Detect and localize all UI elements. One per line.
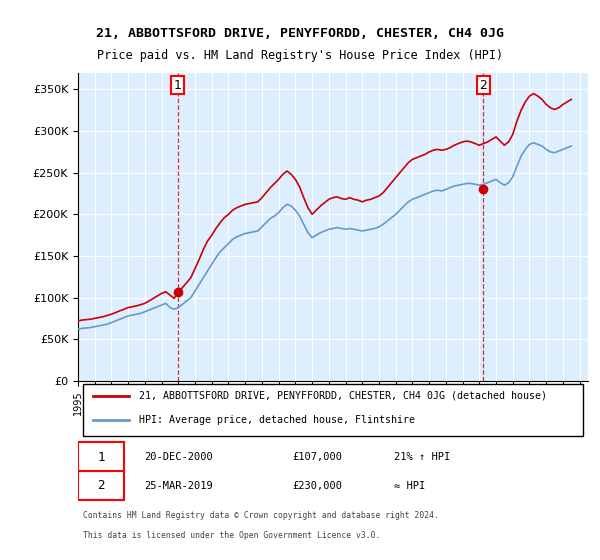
Text: 21, ABBOTTSFORD DRIVE, PENYFFORDD, CHESTER, CH4 0JG: 21, ABBOTTSFORD DRIVE, PENYFFORDD, CHEST… — [96, 27, 504, 40]
Text: 20-DEC-2000: 20-DEC-2000 — [145, 452, 213, 462]
Text: 2: 2 — [479, 79, 487, 92]
Text: 2: 2 — [97, 479, 105, 492]
FancyBboxPatch shape — [78, 471, 124, 500]
Text: HPI: Average price, detached house, Flintshire: HPI: Average price, detached house, Flin… — [139, 415, 415, 425]
Text: 25-MAR-2019: 25-MAR-2019 — [145, 480, 213, 491]
Text: ≈ HPI: ≈ HPI — [394, 480, 425, 491]
Text: 1: 1 — [174, 79, 182, 92]
Text: Price paid vs. HM Land Registry's House Price Index (HPI): Price paid vs. HM Land Registry's House … — [97, 49, 503, 63]
Text: This data is licensed under the Open Government Licence v3.0.: This data is licensed under the Open Gov… — [83, 531, 380, 540]
Text: Contains HM Land Registry data © Crown copyright and database right 2024.: Contains HM Land Registry data © Crown c… — [83, 511, 439, 520]
Text: £107,000: £107,000 — [292, 452, 342, 462]
Text: 1: 1 — [97, 451, 105, 464]
Text: 21, ABBOTTSFORD DRIVE, PENYFFORDD, CHESTER, CH4 0JG (detached house): 21, ABBOTTSFORD DRIVE, PENYFFORDD, CHEST… — [139, 390, 547, 400]
FancyBboxPatch shape — [83, 385, 583, 436]
Text: 21% ↑ HPI: 21% ↑ HPI — [394, 452, 451, 462]
Text: £230,000: £230,000 — [292, 480, 342, 491]
FancyBboxPatch shape — [78, 442, 124, 472]
